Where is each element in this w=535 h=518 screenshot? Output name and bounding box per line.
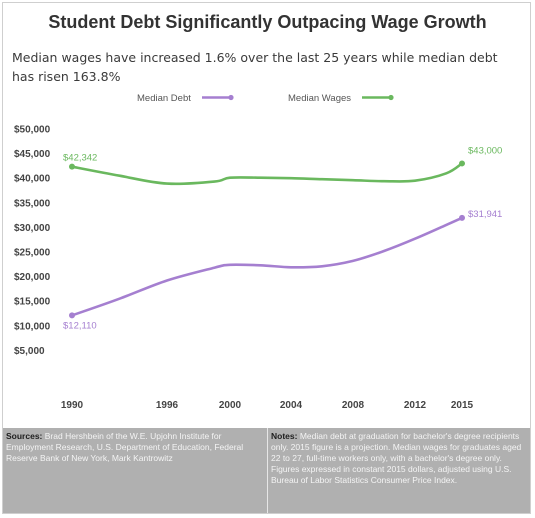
line-chart: $50,000 $45,000 $40,000 $35,000 $30,000 $25,0… — [14, 93, 502, 411]
sources-text: Brad Hershbein of the W.E. Upjohn Instit… — [6, 431, 244, 463]
legend-item-wages: Median Wages — [288, 93, 394, 104]
y-tick-label: $50,000 — [14, 125, 51, 136]
x-tick-label: 2000 — [219, 400, 242, 411]
x-tick-label: 2015 — [451, 400, 474, 411]
x-tick-label: 1996 — [156, 400, 179, 411]
data-label: $43,000 — [468, 145, 502, 156]
legend-label: Median Debt — [137, 93, 191, 104]
sources-block: Sources: Brad Hershbein of the W.E. Upjo… — [6, 431, 262, 464]
debt-point — [459, 214, 465, 221]
notes-text: Median debt at graduation for bachelor's… — [271, 431, 522, 485]
legend-swatch-dot — [228, 94, 234, 101]
y-tick-label: $10,000 — [14, 321, 51, 332]
y-tick-label: $30,000 — [14, 223, 51, 234]
x-tick-label: 2012 — [404, 400, 427, 411]
wages-point — [459, 160, 465, 167]
chart-title: Student Debt Significantly Outpacing Wag… — [48, 12, 487, 32]
data-label: $12,110 — [63, 320, 97, 331]
footer-divider — [267, 428, 268, 513]
legend-label: Median Wages — [288, 93, 351, 104]
wages-series-line — [70, 162, 464, 186]
notes-block: Notes: Median debt at graduation for bac… — [271, 431, 525, 486]
x-tick-label: 2004 — [280, 400, 303, 411]
y-tick-label: $35,000 — [14, 198, 51, 209]
y-tick-label: $20,000 — [14, 272, 51, 283]
data-label: $42,342 — [63, 153, 97, 164]
y-tick-label: $45,000 — [14, 149, 51, 160]
sources-label: Sources: — [6, 431, 43, 441]
y-tick-label: $5,000 — [14, 346, 45, 357]
y-tick-label: $25,000 — [14, 248, 51, 259]
legend-swatch-dot — [388, 94, 394, 101]
data-label: $31,941 — [468, 209, 502, 220]
footer-panel: Sources: Brad Hershbein of the W.E. Upjo… — [3, 428, 530, 513]
x-tick-label: 2008 — [342, 400, 365, 411]
chart-subtitle: Median wages have increased 1.6% over th… — [12, 50, 498, 84]
debt-point — [69, 312, 75, 319]
y-tick-label: $40,000 — [14, 174, 51, 185]
notes-label: Notes: — [271, 431, 298, 441]
legend-item-debt: Median Debt — [137, 93, 234, 104]
debt-series-line — [70, 216, 464, 317]
y-tick-label: $15,000 — [14, 297, 51, 308]
x-tick-label: 1990 — [61, 400, 84, 411]
wages-point — [69, 163, 75, 170]
